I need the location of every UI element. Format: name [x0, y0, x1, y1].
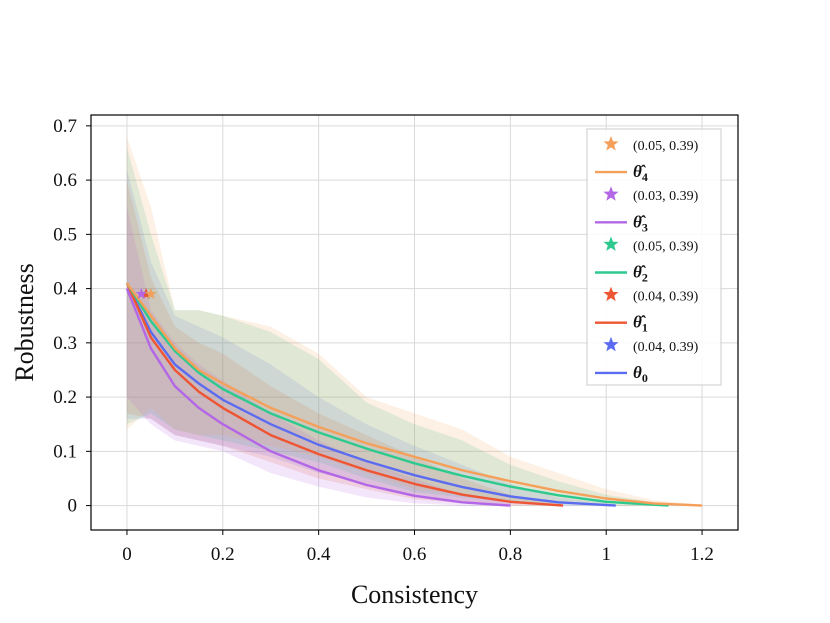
legend-series-symbol: θ [633, 363, 642, 382]
legend-star-icon [603, 186, 619, 201]
y-tick-label: 0.2 [53, 387, 77, 408]
y-tick-label: 0 [68, 496, 78, 517]
y-axis-label: Robustness [10, 263, 39, 381]
line-series-3 [125, 288, 511, 507]
x-axis-label: Consistency [351, 580, 478, 609]
legend-series-subscript: 2 [642, 271, 648, 285]
legend-marker-label: (0.04, 0.39) [633, 340, 699, 355]
x-tick-label: 0.8 [498, 544, 522, 565]
x-tick-label: 1 [601, 544, 611, 565]
legend-series-label: θ0 [633, 363, 648, 385]
star-markers [135, 288, 157, 299]
band-1 [126, 180, 564, 506]
line-series-4 [125, 282, 703, 507]
legend-marker-label: (0.05, 0.39) [633, 239, 699, 254]
legend-star-icon [603, 286, 619, 302]
series-lines [125, 282, 703, 507]
x-tick-label: 0.6 [403, 544, 427, 565]
line-series-2 [125, 282, 669, 507]
line-series-0 [125, 282, 616, 507]
legend-series-subscript: 4 [642, 170, 648, 184]
line-series-1 [125, 282, 564, 507]
marker-star-3 [135, 288, 147, 299]
legend-star-icon [603, 236, 619, 251]
x-tick-label: 0.4 [307, 544, 331, 565]
legend: (0.05, 0.39)θ̂4(0.03, 0.39)θ̂3(0.05, 0.3… [586, 128, 722, 386]
y-tick-label: 0.6 [53, 170, 77, 191]
y-tick-label: 0.4 [53, 279, 77, 300]
legend-marker-label: (0.04, 0.39) [633, 290, 699, 305]
x-tick-label: 0 [122, 544, 132, 565]
legend-star-icon [603, 336, 619, 352]
y-tick-label: 0.3 [53, 333, 77, 354]
x-axis-ticks: 0 0.2 0.4 0.6 0.8 1 1.2 [122, 530, 714, 565]
legend-series-subscript: 0 [642, 371, 648, 385]
y-tick-label: 0.5 [53, 224, 77, 245]
marker-star-1 [140, 288, 152, 299]
legend-marker-label: (0.03, 0.39) [633, 189, 699, 204]
x-tick-label: 1.2 [690, 544, 714, 565]
legend-series-subscript: 3 [642, 220, 648, 234]
y-axis-ticks: 0 0.1 0.2 0.3 0.4 0.5 0.6 0.7 [53, 116, 91, 517]
y-tick-label: 0.7 [53, 116, 77, 137]
legend-series-subscript: 1 [642, 321, 648, 335]
band-2 [126, 147, 669, 506]
marker-star-4 [145, 288, 157, 299]
legend-marker-label: (0.05, 0.39) [633, 139, 699, 154]
band-3 [126, 207, 511, 506]
legend-star-icon [603, 136, 619, 151]
x-tick-label: 0.2 [211, 544, 235, 565]
y-tick-label: 0.1 [53, 441, 77, 462]
